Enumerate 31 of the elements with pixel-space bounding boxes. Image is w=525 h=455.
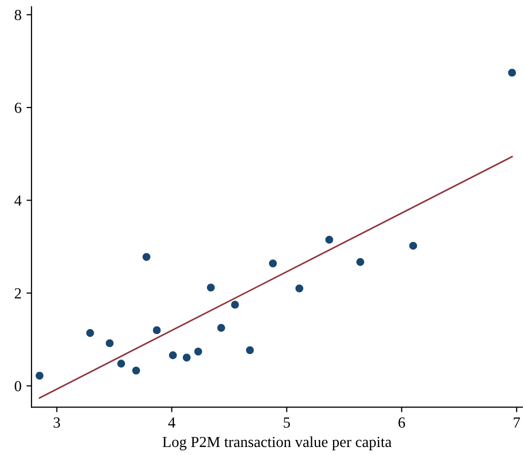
point <box>117 360 126 368</box>
point <box>194 348 202 356</box>
point <box>356 258 364 266</box>
point <box>132 366 140 375</box>
point <box>86 329 94 337</box>
point <box>36 372 44 380</box>
point <box>142 252 150 261</box>
y-tick-label: 4 <box>14 196 22 206</box>
y-tick-label: 0 <box>14 381 22 392</box>
point <box>295 284 304 292</box>
point <box>268 259 277 268</box>
y-tick-label: 6 <box>14 102 22 113</box>
point <box>182 354 191 362</box>
point <box>206 284 215 292</box>
x-tick-label: 3 <box>54 417 60 428</box>
x-tick-label: 5 <box>284 418 290 428</box>
x-tick-label: 6 <box>398 417 406 428</box>
x-axis-title: Log P2M transaction value per capita <box>162 436 392 450</box>
y-tick-label: 2 <box>14 288 21 298</box>
point <box>168 351 177 360</box>
point <box>231 300 239 309</box>
x-tick-label: 7 <box>514 418 520 428</box>
y-tick-label: 8 <box>14 10 22 20</box>
point <box>152 326 161 334</box>
point <box>508 68 516 77</box>
x-tick-label: 4 <box>168 417 176 428</box>
point <box>246 346 254 354</box>
point <box>217 324 226 332</box>
point <box>106 339 114 348</box>
point <box>409 242 418 250</box>
point <box>325 236 334 244</box>
